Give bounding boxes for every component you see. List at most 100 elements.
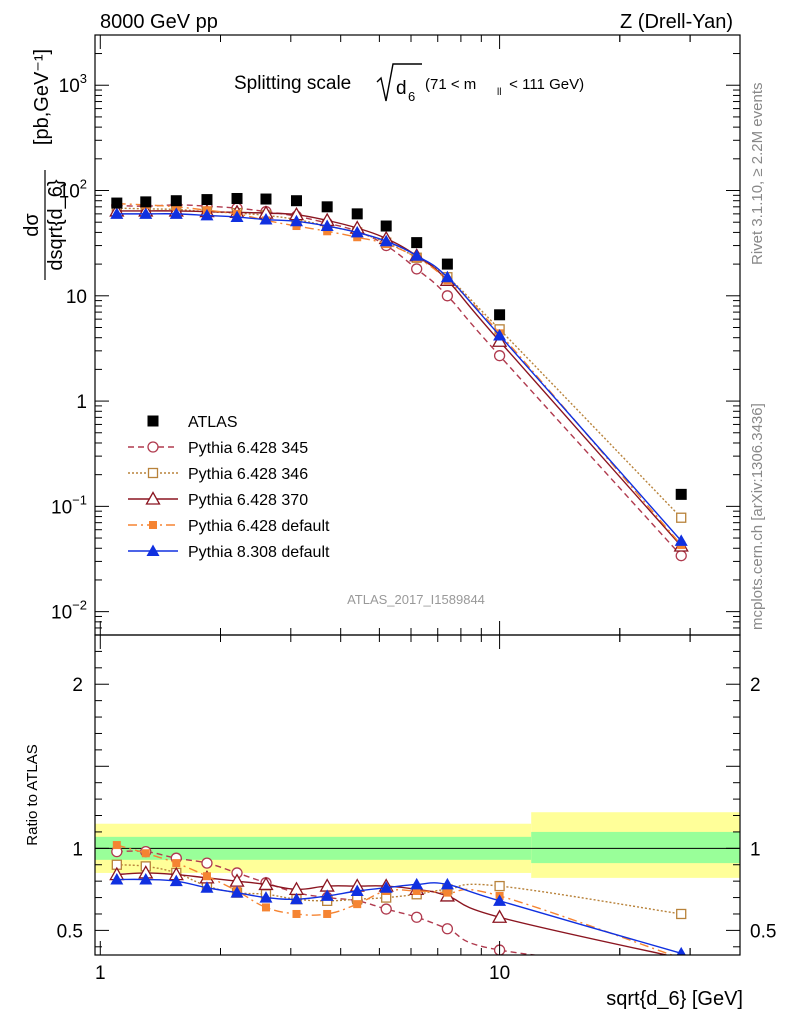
y-tick-label-main: 10−2	[51, 598, 87, 624]
legend-marker-p345	[147, 441, 159, 453]
data-point-p8def	[200, 208, 214, 221]
legend-marker-atlas	[147, 415, 159, 427]
ylabel-numerator: dσ	[21, 213, 43, 237]
mcplots-label: mcplots.cern.ch [arXiv:1306.3436]	[749, 403, 766, 630]
legend-label-p8def: Pythia 8.308 default	[188, 544, 330, 561]
ratio-point-p6def	[323, 909, 332, 918]
main-series	[109, 192, 689, 562]
legend-marker-p6def	[149, 521, 157, 529]
ratio-point-p8def	[110, 873, 124, 885]
data-point-atlas	[321, 201, 333, 213]
ratio-point-p6def	[261, 903, 270, 912]
data-point-p370	[491, 333, 508, 347]
data-point-p8def	[493, 328, 507, 341]
ratio-point-p8def	[493, 894, 507, 906]
y-tick-label-ratio: 2	[72, 675, 83, 696]
ratio-point-p370	[491, 909, 508, 923]
ratio-series	[109, 841, 687, 975]
data-point-atlas	[140, 196, 152, 208]
legend-marker-p370	[145, 491, 161, 505]
ratio-point-p345	[676, 965, 686, 975]
ratio-point-p345	[441, 923, 454, 935]
data-point-p345	[493, 350, 506, 362]
legend-label-p6def: Pythia 6.428 default	[188, 518, 330, 535]
plot-title: Splitting scale d 6 (71 < m ll < 111 GeV…	[234, 63, 584, 104]
data-point-atlas	[494, 309, 506, 321]
data-point-p8def	[259, 213, 273, 225]
data-point-p8def	[379, 234, 393, 247]
ratio-point-p6def	[353, 900, 362, 909]
y-tick-label-ratio-right: 2	[750, 675, 761, 696]
legend-label-atlas: ATLAS	[188, 414, 238, 431]
data-point-p8def	[289, 214, 303, 227]
series-line-p346	[116, 207, 682, 519]
analysis-watermark: ATLAS_2017_I1589844	[347, 592, 485, 607]
ylabel-denominator: dsqrt{d_6}	[45, 179, 67, 271]
ratio-panel-frame	[94, 634, 741, 956]
ratio-point-p8def	[139, 873, 153, 885]
data-point-atlas	[411, 237, 423, 249]
ratio-point-p370	[258, 876, 274, 891]
data-point-atlas	[260, 193, 272, 205]
y-tick-label-ratio: 1	[72, 839, 83, 860]
ratio-point-p8def	[259, 891, 273, 903]
ratio-point-p346	[676, 908, 687, 920]
data-point-atlas	[351, 208, 363, 220]
data-point-atlas	[380, 220, 392, 232]
ratio-point-p8def	[440, 877, 454, 890]
ratio-point-p6def	[202, 872, 211, 881]
ratio-point-p6def	[412, 887, 421, 895]
data-point-atlas	[290, 195, 302, 207]
y-tick-label-ratio-right: 0.5	[750, 921, 776, 942]
ratio-point-p8def	[169, 874, 183, 887]
rivet-label: Rivet 3.1.10, ≥ 2.2M events	[749, 83, 766, 266]
ratio-point-p8def	[410, 877, 424, 890]
header-right: Z (Drell-Yan)	[620, 11, 733, 33]
data-point-atlas	[170, 195, 182, 207]
data-point-p8def	[230, 210, 244, 223]
ratio-point-p6def	[292, 909, 301, 918]
legend-label-p346: Pythia 6.428 346	[188, 466, 308, 483]
legend-marker-p346	[147, 467, 159, 479]
data-point-atlas	[231, 192, 243, 204]
ratio-point-p345	[201, 857, 213, 869]
data-point-p8def	[440, 270, 454, 283]
title-var-index: 6	[408, 89, 415, 104]
title-cut-left: (71 < m	[425, 76, 476, 93]
y-tick-label-main: 102	[59, 177, 87, 203]
data-point-p346	[676, 512, 687, 523]
ratio-point-p345	[380, 903, 392, 915]
ratio-point-p8def	[320, 889, 334, 901]
ratio-point-p8def	[230, 886, 244, 898]
data-point-p345	[441, 290, 454, 302]
title-cut-sub: ll	[497, 87, 501, 98]
title-prefix: Splitting scale	[234, 73, 351, 94]
data-point-atlas	[111, 197, 123, 209]
data-point-p8def	[169, 207, 183, 219]
header-left: 8000 GeV pp	[100, 11, 218, 33]
sqrt-sign-icon	[376, 63, 422, 102]
ratio-point-p8def	[200, 881, 214, 893]
data-point-p345	[411, 263, 423, 275]
x-tick-label: 1	[95, 963, 106, 984]
legend-marker-p8def	[146, 544, 160, 556]
band-inner-1	[531, 831, 740, 864]
data-point-atlas	[441, 258, 453, 270]
y-axis-label-ratio: Ratio to ATLAS	[24, 744, 41, 845]
ratio-point-p8def	[676, 946, 686, 955]
title-var: d	[396, 78, 407, 99]
data-point-atlas	[201, 194, 213, 206]
title-cut-right: < 111 GeV)	[505, 76, 584, 93]
ratio-point-p8def	[350, 884, 364, 896]
ratio-point-p345	[411, 911, 423, 923]
data-point-p8def	[139, 207, 153, 219]
data-point-atlas	[675, 488, 687, 500]
y-tick-label-ratio: 0.5	[57, 921, 83, 942]
y-tick-label-main: 1	[76, 392, 87, 413]
x-tick-label: 10	[489, 963, 510, 984]
data-point-p8def	[674, 534, 688, 546]
ratio-point-p6def	[112, 841, 121, 850]
y-tick-label-main: 10	[66, 287, 87, 308]
